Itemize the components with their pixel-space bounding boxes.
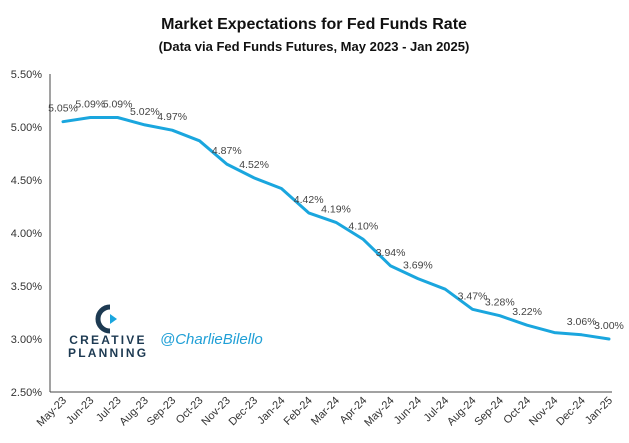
- series-line: [61, 116, 611, 341]
- y-tick-label: 4.00%: [11, 228, 42, 240]
- y-tick-label: 3.50%: [11, 281, 42, 293]
- chart-subtitle: (Data via Fed Funds Futures, May 2023 - …: [159, 39, 470, 54]
- data-label: 3.00%: [594, 320, 624, 332]
- y-tick-label: 3.00%: [11, 334, 42, 346]
- brand-line-2: PLANNING: [68, 346, 149, 360]
- data-label: 4.97%: [157, 111, 187, 123]
- x-tick-label: Nov-24: [527, 395, 561, 429]
- series-group: [61, 116, 611, 341]
- x-tick-label: Jun-24: [392, 395, 424, 427]
- y-tick-label: 5.50%: [11, 69, 42, 81]
- x-tick-label: Aug-24: [445, 395, 479, 429]
- x-axis-ticks: May-23Jun-23Jul-23Aug-23Sep-23Oct-23Nov-…: [35, 395, 615, 429]
- y-tick-label: 5.00%: [11, 122, 42, 134]
- x-tick-label: Sep-24: [472, 395, 506, 429]
- data-label: 3.22%: [512, 306, 542, 318]
- data-label: 5.09%: [75, 98, 105, 110]
- x-tick-label: Nov-23: [199, 395, 233, 429]
- data-label: 3.06%: [567, 316, 597, 328]
- data-label: 4.10%: [348, 220, 378, 232]
- x-tick-label: Jan-25: [583, 395, 615, 427]
- data-label: 3.94%: [376, 247, 406, 259]
- data-label: 3.28%: [485, 297, 515, 309]
- data-label: 3.69%: [403, 260, 433, 272]
- data-label: 4.87%: [212, 145, 242, 157]
- x-tick-label: Jun-23: [64, 395, 96, 427]
- data-label: 5.09%: [103, 98, 133, 110]
- x-tick-label: Sep-23: [145, 395, 179, 429]
- data-label: 4.19%: [321, 203, 351, 215]
- twitter-handle: @CharlieBilello: [160, 331, 263, 348]
- x-tick-label: Aug-23: [117, 395, 151, 429]
- axes: [49, 74, 612, 393]
- x-tick-label: Mar-24: [309, 395, 342, 428]
- brand-logo: CREATIVE PLANNING: [68, 306, 148, 360]
- creative-planning-c-logo-icon: [95, 304, 117, 334]
- data-label: 3.47%: [458, 290, 488, 302]
- data-labels: 5.05%5.09%5.09%5.02%4.97%4.87%4.52%4.42%…: [48, 98, 624, 332]
- data-label: 4.42%: [294, 194, 324, 206]
- data-label: 5.05%: [48, 103, 78, 115]
- chart-title: Market Expectations for Fed Funds Rate: [161, 16, 467, 33]
- y-tick-label: 2.50%: [11, 387, 42, 399]
- x-tick-label: Dec-23: [227, 395, 261, 429]
- x-tick-label: May-23: [35, 395, 69, 429]
- y-axis-ticks: 2.50% 3.00% 3.50% 4.00% 4.50% 5.00% 5.50%: [11, 69, 42, 399]
- data-label: 5.02%: [130, 106, 160, 118]
- x-tick-label: Dec-24: [554, 395, 588, 429]
- brand-line-1: CREATIVE: [69, 333, 147, 347]
- x-tick-label: Feb-24: [282, 395, 315, 428]
- data-label: 4.52%: [239, 159, 269, 171]
- x-tick-label: May-24: [362, 395, 396, 429]
- y-tick-label: 4.50%: [11, 175, 42, 187]
- x-tick-label: Jan-24: [255, 395, 287, 427]
